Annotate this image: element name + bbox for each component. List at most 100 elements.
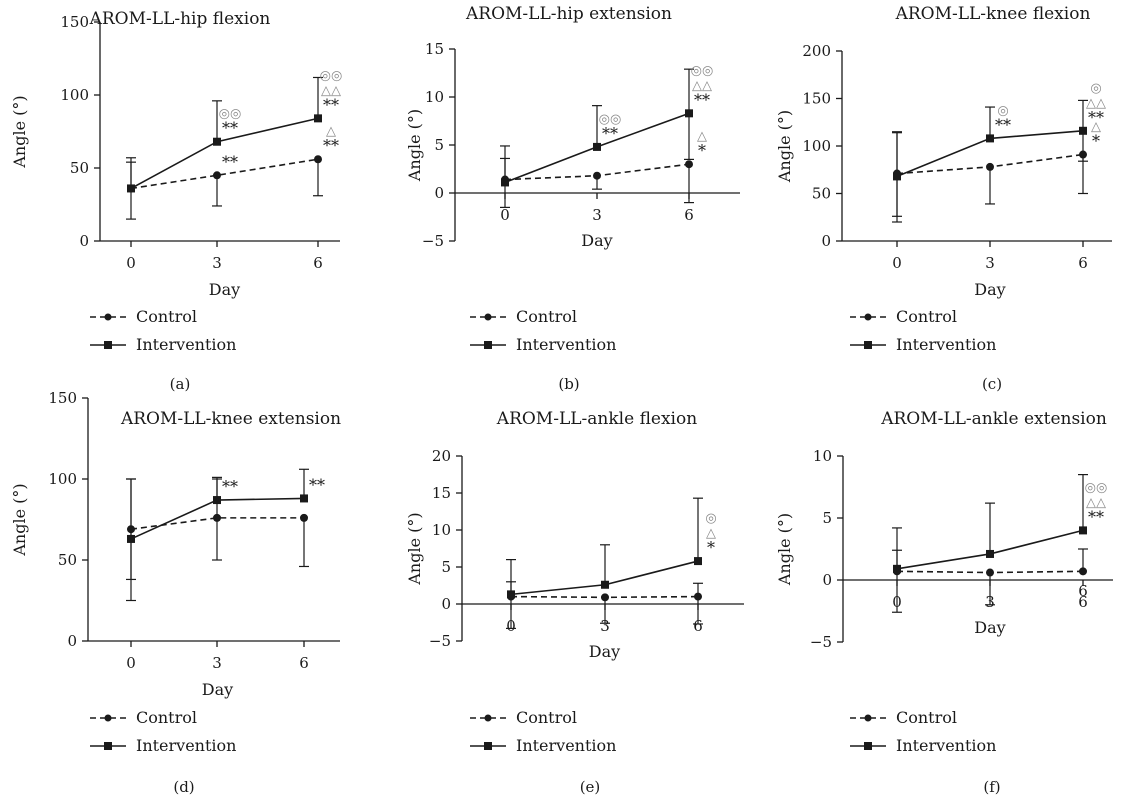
significance-marks: △△: [1086, 96, 1106, 111]
data-point-intervention: [694, 557, 702, 566]
x-axis-label: Day: [581, 231, 612, 250]
y-tick-label: 0: [441, 595, 451, 613]
series-intervention: [892, 99, 1088, 223]
y-tick-label: 50: [812, 185, 831, 203]
significance-annotation: **△△◎◎: [1085, 480, 1108, 526]
legend: Control Intervention: [470, 708, 616, 755]
panel-label: (a): [170, 375, 191, 393]
y-axis-label: Angle (°): [405, 512, 424, 585]
chart-panel-1: AROM-LL-hip flexion 0 50 100 150 0 3 6 Day Angle …: [10, 9, 342, 393]
data-point-intervention: [314, 114, 322, 123]
x-axis-label: Day: [202, 680, 233, 699]
x-tick-label: 0: [126, 254, 136, 272]
legend-intervention-label: Intervention: [516, 335, 616, 354]
data-point-control: [685, 160, 693, 169]
legend-control-marker: [104, 714, 112, 722]
series-control: [500, 157, 694, 208]
chart-title: AROM-LL-knee flexion: [895, 4, 1091, 24]
significance-stars: **: [602, 124, 618, 143]
y-tick-label: 50: [70, 159, 89, 177]
data-point-intervention: [1079, 526, 1087, 535]
data-point-intervention: [213, 496, 221, 505]
legend-control-marker: [484, 313, 492, 321]
data-point-control: [694, 592, 702, 601]
significance-stars: *: [698, 141, 706, 160]
y-tick-label: 15: [432, 484, 451, 502]
data-point-control: [986, 568, 994, 577]
series-line: [130, 517, 304, 531]
y-axis-label: Angle (°): [775, 110, 794, 183]
data-point-control: [593, 171, 601, 180]
legend-control-marker: [484, 714, 492, 722]
legend-control-label: Control: [136, 708, 197, 727]
legend-intervention-marker: [104, 341, 112, 349]
chart-title: AROM-LL-hip flexion: [89, 9, 271, 29]
panel-label: (b): [558, 375, 579, 393]
x-tick-label: 3: [985, 254, 995, 272]
significance-annotation: **◎◎: [599, 112, 622, 143]
data-point-control: [213, 171, 221, 180]
series-line: [130, 158, 319, 190]
significance-marks: ◎: [1090, 81, 1101, 96]
y-tick-label: −5: [422, 232, 444, 250]
panel-label: (e): [580, 778, 601, 796]
legend: Control Intervention: [850, 307, 996, 354]
significance-stars: **: [694, 90, 710, 109]
x-tick-label: 6: [1078, 593, 1088, 611]
data-point-intervention: [127, 534, 135, 543]
significance-marks: △: [706, 526, 716, 541]
legend: Control Intervention: [90, 307, 236, 354]
x-axis-label: Day: [974, 618, 1005, 637]
series-control: [892, 132, 1088, 217]
x-tick-label: 3: [592, 206, 602, 224]
legend: Control Intervention: [470, 307, 616, 354]
data-point-intervention: [986, 549, 994, 558]
significance-annotation: **△: [323, 124, 339, 155]
x-tick-label: 6: [693, 617, 703, 635]
data-point-intervention: [986, 134, 994, 143]
x-tick-label: 6: [299, 654, 309, 672]
y-tick-label: 15: [425, 40, 444, 58]
y-tick-label: −5: [810, 633, 832, 651]
x-tick-label: 0: [500, 206, 510, 224]
legend-control-marker: [104, 313, 112, 321]
y-tick-label: 20: [432, 447, 451, 465]
data-point-control: [601, 593, 609, 602]
y-tick-label: 0: [821, 232, 831, 250]
legend: Control Intervention: [90, 708, 236, 755]
significance-annotation: **◎: [995, 103, 1011, 134]
y-tick-label: −5: [429, 632, 451, 650]
significance-marks: ◎◎: [599, 112, 622, 127]
y-tick-label: 100: [802, 137, 831, 155]
data-point-control: [300, 513, 308, 522]
chart-panel-2: AROM-LL-hip extension −5 0 5 10 15 0 3 6 Day Angle…: [405, 4, 740, 393]
significance-annotation: **△△◎: [1086, 81, 1106, 127]
significance-marks: △: [697, 129, 707, 144]
significance-stars: *: [707, 538, 715, 557]
x-tick-label: 3: [212, 654, 222, 672]
chart-panel-3: AROM-LL-knee flexion 0 50 100 150 200 0 3 6 Day An…: [775, 4, 1112, 393]
legend-intervention-label: Intervention: [136, 736, 236, 755]
data-point-intervention: [1079, 126, 1087, 135]
panel-label: (f): [983, 778, 1000, 796]
data-point-intervention: [593, 142, 601, 151]
significance-annotation: **: [222, 152, 238, 171]
legend-intervention-label: Intervention: [896, 335, 996, 354]
significance-annotation: *△: [1091, 120, 1101, 151]
significance-annotation: **: [309, 475, 325, 494]
y-tick-label: 10: [425, 88, 444, 106]
y-tick-label: 150: [60, 13, 89, 31]
y-tick-label: 100: [60, 86, 89, 104]
data-point-intervention: [601, 580, 609, 589]
chart-panel-4: AROM-LL-knee extension 0 50 100 150 0 3 6 Day Ang…: [10, 389, 341, 796]
significance-stars: **: [222, 119, 238, 138]
y-tick-label: 10: [432, 521, 451, 539]
legend-control-label: Control: [896, 708, 957, 727]
y-tick-label: 0: [67, 632, 77, 650]
chart-panel-5: AROM-LL-ankle flexion−505101520036DayAng…: [405, 409, 744, 796]
x-tick-label: 0: [892, 254, 902, 272]
data-point-intervention: [893, 172, 901, 181]
significance-stars: **: [1088, 108, 1104, 127]
x-tick-label: 3: [212, 254, 222, 272]
data-point-control: [986, 162, 994, 171]
